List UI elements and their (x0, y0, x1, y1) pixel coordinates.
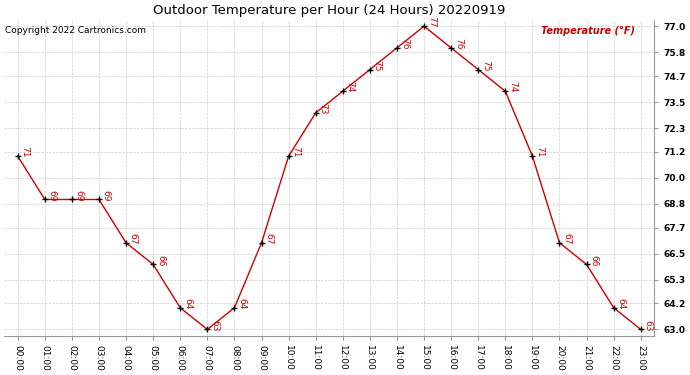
Text: 71: 71 (535, 146, 544, 158)
Text: 74: 74 (508, 81, 517, 93)
Text: 71: 71 (21, 146, 30, 158)
Text: 64: 64 (183, 298, 192, 309)
Text: 76: 76 (400, 38, 408, 50)
Text: 69: 69 (101, 190, 111, 201)
Text: 75: 75 (373, 60, 382, 71)
Text: 74: 74 (346, 81, 355, 93)
Text: 69: 69 (48, 190, 57, 201)
Text: 64: 64 (237, 298, 246, 309)
Text: 67: 67 (129, 233, 138, 244)
Text: Temperature (°F): Temperature (°F) (541, 26, 635, 36)
Title: Outdoor Temperature per Hour (24 Hours) 20220919: Outdoor Temperature per Hour (24 Hours) … (153, 4, 505, 17)
Text: 64: 64 (616, 298, 625, 309)
Text: 71: 71 (291, 146, 300, 158)
Text: 63: 63 (210, 320, 219, 331)
Text: 76: 76 (454, 38, 463, 50)
Text: 66: 66 (156, 255, 165, 266)
Text: 69: 69 (75, 190, 83, 201)
Text: 66: 66 (589, 255, 598, 266)
Text: 77: 77 (427, 16, 436, 28)
Text: 73: 73 (319, 103, 328, 114)
Text: 75: 75 (481, 60, 490, 71)
Text: 63: 63 (644, 320, 653, 331)
Text: 67: 67 (264, 233, 273, 244)
Text: Copyright 2022 Cartronics.com: Copyright 2022 Cartronics.com (6, 26, 146, 35)
Text: 67: 67 (562, 233, 571, 244)
